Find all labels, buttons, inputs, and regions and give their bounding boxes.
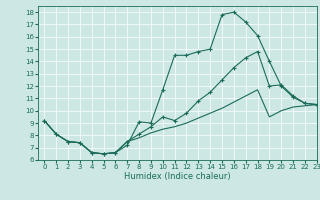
- X-axis label: Humidex (Indice chaleur): Humidex (Indice chaleur): [124, 172, 231, 181]
